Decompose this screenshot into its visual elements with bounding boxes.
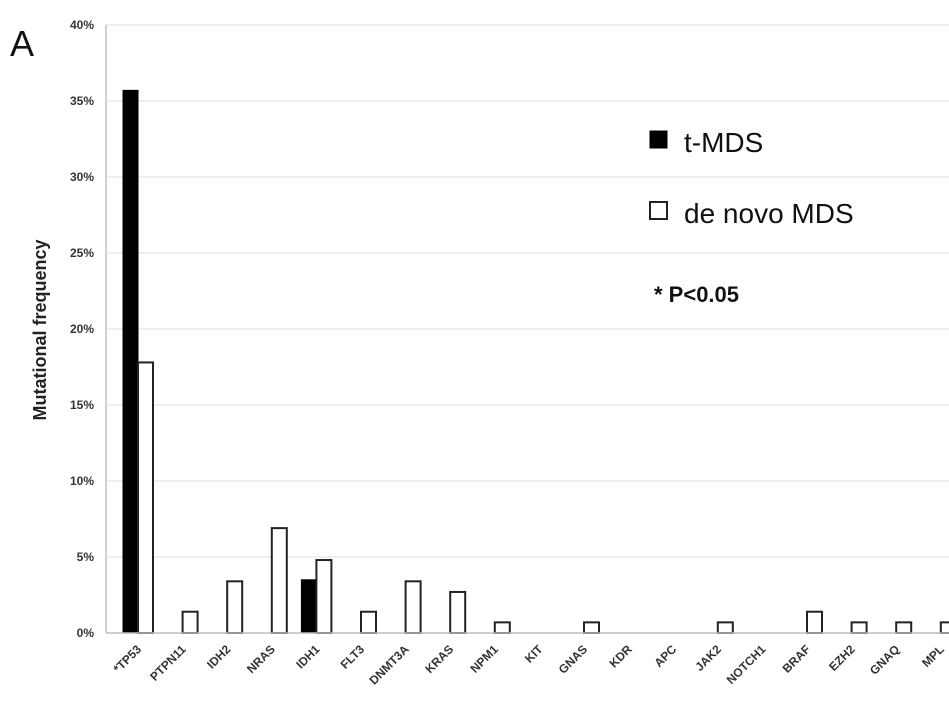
panel-label: A (10, 23, 34, 64)
bar-de-novo-mds-ezh2 (850, 621, 868, 634)
y-axis-title: Mutational frequency (30, 239, 50, 420)
x-tick-label-braf: BRAF (780, 642, 813, 675)
x-tick-label-kit: KIT (522, 642, 546, 666)
bar-t-mds-tp53 (122, 89, 139, 634)
y-tick-label-30: 30% (70, 170, 94, 184)
x-tick-label-npm1: NPM1 (467, 642, 501, 676)
x-tick-label-apc: APC (652, 642, 680, 670)
x-tick-label-kdr: KDR (606, 642, 635, 671)
bar-t-mds-idh1 (300, 579, 317, 634)
x-tick-label-idh2: IDH2 (204, 642, 233, 671)
bar-de-novo-mds-jak2 (716, 621, 734, 634)
legend-label-de-novo-mds: de novo MDS (684, 198, 854, 229)
bar-de-novo-mds-dnmt3a (404, 580, 422, 635)
bar-de-novo-mds-mpl (939, 621, 949, 634)
y-tick-label-15: 15% (70, 398, 94, 412)
bar-de-novo-mds-idh2 (226, 580, 244, 635)
grid (106, 24, 949, 558)
bar-de-novo-mds-gnaq (895, 621, 913, 634)
x-tick-label-ezh2: EZH2 (826, 642, 858, 674)
y-tick-label-10: 10% (70, 474, 94, 488)
bar-de-novo-mds-tp53 (137, 361, 154, 634)
x-tick-label-nras: NRAS (244, 642, 278, 676)
x-tick-label-idh1: IDH1 (293, 642, 322, 671)
x-tick-label-gnas: GNAS (556, 642, 590, 676)
bar-de-novo-mds-ptpn11 (181, 610, 199, 634)
x-tick-label-mpl: MPL (919, 642, 947, 670)
bar-de-novo-mds-flt3 (360, 610, 377, 634)
x-tick-label-jak2: JAK2 (692, 642, 724, 674)
bar-de-novo-mds-npm1 (493, 621, 511, 634)
labels: 0% 5% 10% 15% 20% 25% 30% 35% 40% *TP53 PTPN11 IDH2… (70, 18, 947, 687)
y-tick-label-5: 5% (77, 550, 95, 564)
bar-de-novo-mds-nras (270, 527, 288, 634)
y-tick-label-35: 35% (70, 94, 94, 108)
y-tick-label-25: 25% (70, 246, 94, 260)
x-tick-label-notch1: NOTCH1 (724, 642, 769, 687)
x-tick-label-gnaq: GNAQ (867, 642, 902, 677)
x-tick-label-flt3: FLT3 (338, 642, 368, 672)
legend: t-MDS de novo MDS (649, 127, 854, 229)
legend-swatch-t-mds (649, 130, 668, 149)
y-tick-label-0: 0% (77, 626, 95, 640)
bars (122, 89, 949, 635)
x-tick-label-ptpn11: PTPN11 (147, 642, 189, 684)
bar-de-novo-mds-idh1 (315, 559, 333, 634)
y-tick-label-20: 20% (70, 322, 94, 336)
y-tick-label-40: 40% (70, 18, 94, 32)
x-tick-label-kras: KRAS (422, 642, 456, 676)
bar-de-novo-mds-gnas (583, 621, 600, 634)
significance-annotation: * P<0.05 (654, 282, 739, 307)
legend-swatch-de-novo-mds (649, 201, 668, 220)
bar-de-novo-mds-braf (806, 610, 823, 634)
x-tick-label-dnmt3a: DNMT3A (366, 642, 411, 687)
x-tick-label-tp53: *TP53 (111, 642, 145, 676)
bar-de-novo-mds-kras (449, 590, 467, 635)
axes (105, 25, 949, 634)
legend-label-t-mds: t-MDS (684, 127, 763, 158)
